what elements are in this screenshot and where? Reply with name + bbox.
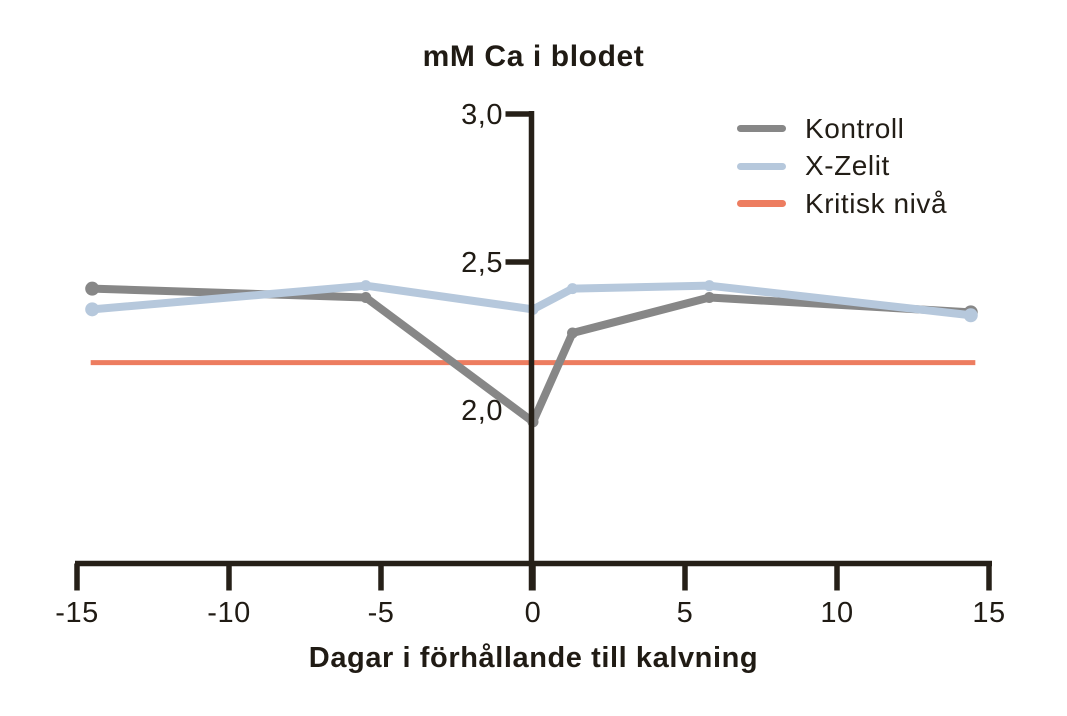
- legend-item-x-zelit: X-Zelit: [737, 148, 947, 186]
- y-tick-label: 2,5: [461, 247, 503, 279]
- x-tick-label: 10: [820, 597, 853, 629]
- chart-title: mM Ca i blodet: [422, 40, 645, 73]
- x-zelit-line: [88, 281, 975, 320]
- legend-item-kontroll: Kontroll: [737, 110, 947, 148]
- kontroll-line: [88, 284, 975, 426]
- kontroll-point: [85, 281, 100, 296]
- legend: Kontroll X-Zelit Kritisk nivå: [737, 110, 947, 223]
- kritisk-niva-line-swatch: [737, 200, 786, 208]
- x-tick-label: -10: [207, 597, 250, 629]
- legend-label-x-zelit: X-Zelit: [805, 150, 890, 182]
- x-zelit-point: [963, 308, 978, 323]
- x-axis-label: Dagar i förhållande till kalvning: [308, 642, 759, 674]
- x-zelit-point: [703, 280, 715, 292]
- kontroll-point: [703, 292, 715, 304]
- legend-label-kritisk-niva: Kritisk nivå: [805, 187, 948, 219]
- x-tick-label: 15: [972, 597, 1005, 629]
- kontroll-point: [567, 327, 579, 339]
- x-tick-label: 5: [677, 597, 694, 629]
- y-tick-label: 2,0: [461, 395, 503, 427]
- y-tick-label: 3,0: [461, 99, 503, 131]
- legend-label-kontroll: Kontroll: [805, 112, 905, 144]
- legend-item-kritisk-niva: Kritisk nivå: [737, 185, 947, 223]
- x-tick-label: 0: [525, 597, 542, 629]
- x-tick-label: -5: [368, 597, 395, 629]
- x-zelit-point: [85, 302, 100, 317]
- kontroll-line-swatch: [737, 125, 786, 133]
- x-zelit-point: [567, 283, 579, 295]
- kontroll-point: [360, 292, 372, 304]
- x-zelit-line-swatch: [737, 162, 786, 170]
- x-tick-label: -15: [55, 597, 98, 629]
- x-zelit-point: [360, 280, 372, 292]
